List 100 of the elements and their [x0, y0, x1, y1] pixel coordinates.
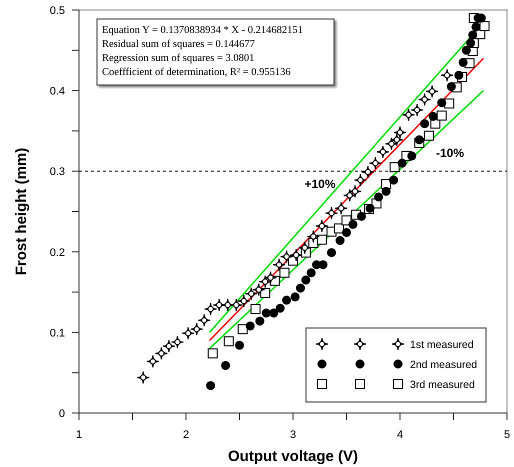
- annotation: +10%: [304, 177, 336, 191]
- x-tick-label: 1: [76, 429, 82, 441]
- point: [198, 314, 211, 327]
- point: [436, 110, 447, 121]
- point: [162, 340, 176, 353]
- point: [402, 108, 416, 122]
- point: [343, 188, 356, 202]
- annotation: Regression sum of squares = 3.0801: [102, 53, 254, 64]
- point: [244, 287, 258, 300]
- point: [466, 38, 476, 48]
- point: [221, 298, 234, 312]
- point: [258, 275, 272, 288]
- point: [224, 336, 234, 346]
- point: [471, 22, 480, 32]
- point: [146, 354, 160, 368]
- point: [246, 321, 255, 330]
- x-tick-label: 3: [290, 429, 296, 441]
- legend-label: 2nd measured: [410, 359, 478, 371]
- point: [468, 30, 478, 40]
- point: [315, 219, 328, 233]
- point: [296, 284, 305, 293]
- x-tick-label: 5: [504, 429, 510, 441]
- point: [262, 308, 271, 318]
- legend-label: 3rd measured: [410, 379, 475, 391]
- point: [437, 98, 446, 108]
- point: [336, 236, 345, 246]
- point: [255, 316, 264, 326]
- point: [290, 292, 300, 302]
- point: [348, 184, 362, 198]
- point: [208, 348, 218, 358]
- point: [298, 241, 312, 254]
- point: [354, 173, 368, 187]
- point: [235, 340, 244, 350]
- point: [306, 230, 320, 244]
- annotation: Residual sum of squares = 0.144677: [102, 39, 255, 50]
- point: [414, 135, 424, 144]
- x-tick-label: 2: [182, 429, 190, 441]
- point: [384, 137, 398, 150]
- x-axis-title: Output voltage (V): [228, 448, 358, 465]
- point: [407, 151, 416, 160]
- point: [324, 206, 338, 220]
- y-tick-label: 0.4: [50, 86, 65, 98]
- point: [206, 381, 216, 390]
- point: [170, 335, 184, 349]
- point: [368, 156, 382, 170]
- point: [279, 268, 290, 278]
- point: [393, 126, 407, 140]
- point: [458, 58, 468, 67]
- point: [190, 322, 204, 336]
- point: [334, 202, 348, 215]
- point: [316, 234, 327, 245]
- point: [301, 276, 310, 285]
- point: [398, 158, 407, 168]
- annotation: -10%: [436, 146, 464, 160]
- point: [272, 258, 286, 272]
- point: [462, 46, 471, 55]
- point: [221, 360, 230, 370]
- point: [264, 270, 278, 284]
- point: [440, 68, 454, 82]
- point: [230, 298, 243, 312]
- point: [348, 220, 358, 229]
- point: [212, 298, 226, 312]
- point: [410, 103, 424, 117]
- point: [428, 112, 438, 121]
- y-tick-label: 0.3: [50, 166, 65, 178]
- legend-label: 1st measured: [410, 339, 474, 351]
- point: [250, 304, 261, 314]
- point: [182, 326, 195, 340]
- point: [426, 84, 439, 98]
- point: [282, 296, 292, 305]
- annotation: Equation Y = 0.1370838934 * X - 0.214682151: [102, 25, 303, 36]
- y-axis-title: Frost height (mm): [13, 148, 30, 276]
- y-tick-label: 0.5: [50, 5, 65, 17]
- y-tick-label: 0: [58, 408, 65, 420]
- point: [136, 370, 150, 384]
- point: [269, 308, 278, 318]
- point: [204, 302, 218, 316]
- point: [252, 283, 266, 296]
- point: [361, 165, 374, 179]
- point: [390, 133, 404, 146]
- point: [327, 248, 336, 258]
- point: [480, 21, 490, 32]
- point: [238, 324, 248, 334]
- point: [420, 119, 430, 128]
- point: [446, 82, 456, 92]
- point: [342, 228, 351, 237]
- point: [356, 212, 366, 221]
- y-tick-label: 0.1: [50, 327, 65, 340]
- point: [382, 186, 391, 196]
- point: [276, 304, 285, 313]
- y-tick-label: 0.2: [50, 246, 65, 259]
- x-tick-label: 4: [396, 429, 404, 441]
- annotation: Coeffficient of determination, R² = 0.955136: [102, 67, 291, 78]
- point: [237, 294, 250, 308]
- point: [374, 192, 384, 202]
- point: [454, 70, 464, 80]
- point: [290, 248, 303, 262]
- point: [424, 130, 434, 141]
- point: [376, 145, 390, 158]
- point: [418, 92, 432, 106]
